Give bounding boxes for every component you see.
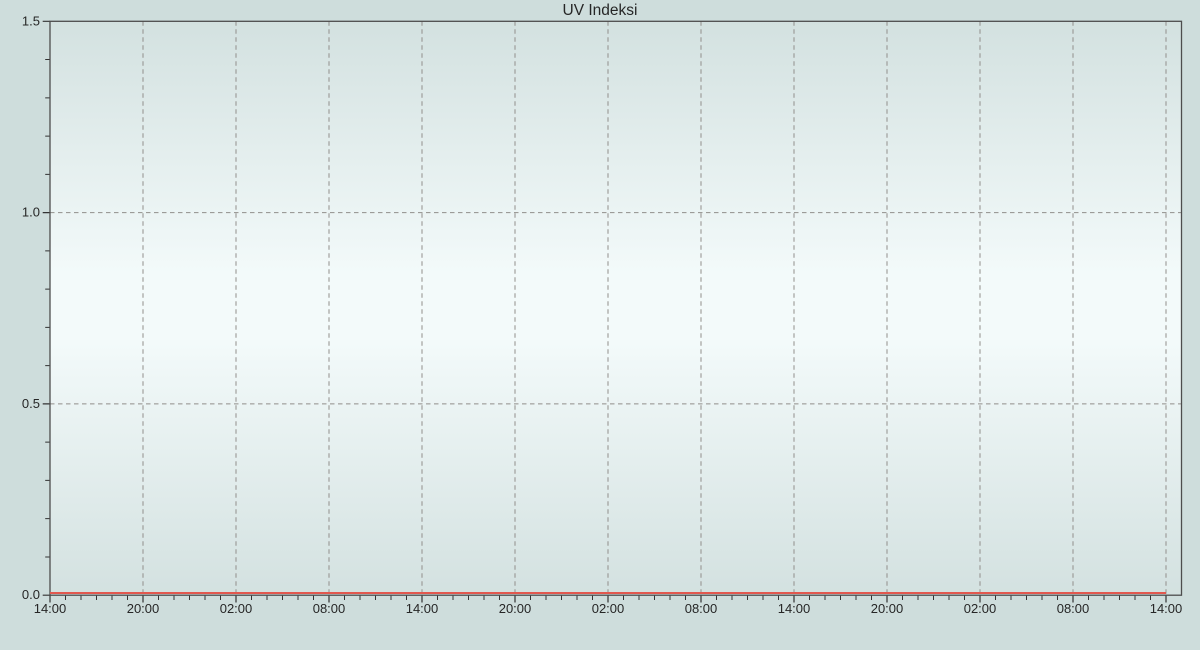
svg-text:08:00: 08:00 (685, 601, 718, 616)
svg-text:02:00: 02:00 (964, 601, 997, 616)
svg-text:1.0: 1.0 (22, 205, 40, 220)
svg-text:14:00: 14:00 (406, 601, 439, 616)
svg-text:20:00: 20:00 (499, 601, 532, 616)
svg-text:08:00: 08:00 (313, 601, 346, 616)
svg-text:02:00: 02:00 (220, 601, 253, 616)
svg-text:14:00: 14:00 (1150, 601, 1183, 616)
svg-text:UV Indeksi: UV Indeksi (563, 2, 638, 19)
svg-text:08:00: 08:00 (1057, 601, 1090, 616)
svg-text:14:00: 14:00 (778, 601, 811, 616)
svg-text:14:00: 14:00 (34, 601, 67, 616)
svg-text:02:00: 02:00 (592, 601, 625, 616)
svg-text:20:00: 20:00 (871, 601, 904, 616)
svg-text:1.5: 1.5 (22, 13, 40, 28)
svg-text:0.0: 0.0 (22, 587, 40, 602)
svg-text:20:00: 20:00 (127, 601, 160, 616)
svg-text:0.5: 0.5 (22, 396, 40, 411)
